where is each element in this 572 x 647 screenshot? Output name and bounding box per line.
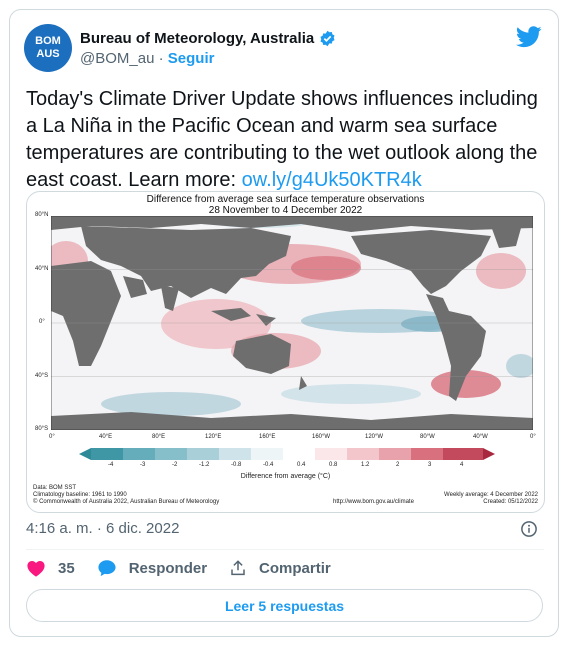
tweet-link[interactable]: ow.ly/g4Uk50KTR4k (241, 169, 422, 191)
lon-label: 0° (530, 434, 536, 440)
heart-icon (27, 560, 45, 577)
info-icon[interactable] (520, 520, 538, 538)
lat-label: 80°S (35, 426, 49, 432)
lon-label: 40°W (473, 434, 488, 440)
colorbar-tick: -4 (108, 462, 114, 468)
colorbar (79, 448, 495, 460)
tweet-actions: 35 Responder Compartir (26, 559, 331, 577)
colorbar-tick: 4 (460, 462, 464, 468)
land-masses (51, 216, 533, 430)
tweet-text: Today's Climate Driver Update shows infl… (26, 86, 546, 194)
divider (26, 549, 544, 550)
colorbar-tick: -1.2 (199, 462, 210, 468)
read-replies-button[interactable]: Leer 5 respuestas (26, 589, 543, 622)
grid-lines (51, 269, 533, 377)
data-source: Data: BOM SST (33, 485, 77, 491)
colorbar-tick: -0.4 (263, 462, 274, 468)
twitter-logo-icon[interactable] (516, 26, 542, 48)
like-button[interactable]: 35 (26, 559, 97, 577)
tweet-timestamp[interactable]: 4:16 a. m. · 6 dic. 2022 (26, 520, 180, 537)
lon-label: 120°W (365, 434, 384, 440)
reply-label: Responder (128, 559, 208, 577)
lon-label: 160°E (259, 434, 276, 440)
handle-separator: · (158, 50, 164, 67)
author-name[interactable]: Bureau of Meteorology, Australia (80, 30, 315, 47)
avatar-text-1: BOM (35, 35, 61, 47)
colorbar-tick: 2 (396, 462, 400, 468)
source-url: http://www.bom.gov.au/climate (333, 499, 414, 505)
lon-label: 40°E (99, 434, 113, 440)
lon-label: 80°E (152, 434, 166, 440)
avatar-text-2: AUS (36, 48, 60, 60)
colorbar-tick: -3 (140, 462, 146, 468)
lon-label: 80°W (420, 434, 435, 440)
share-label: Compartir (259, 559, 331, 577)
lon-label: 120°E (205, 434, 222, 440)
sst-anomaly-map (51, 216, 533, 430)
share-icon (231, 560, 245, 576)
colorbar-label: Difference from average (°C) (240, 473, 331, 480)
lat-label: 40°S (35, 373, 49, 379)
weekly-average: Weekly average: 4 December 2022 (444, 492, 538, 498)
reply-bubble-icon (98, 560, 116, 577)
verified-badge-icon (320, 30, 335, 47)
lon-label: 0° (49, 434, 55, 440)
colorbar-tick: 1.2 (361, 462, 370, 468)
avatar[interactable]: BOM AUS (24, 24, 72, 72)
colorbar-tick: 3 (428, 462, 432, 468)
follow-button[interactable]: Seguir (167, 50, 215, 67)
handle-row: @BOM_au · Seguir (80, 50, 214, 67)
read-replies-label: Leer 5 respuestas (224, 597, 345, 614)
tweet-body: Today's Climate Driver Update shows infl… (26, 88, 538, 191)
tweet-media-image[interactable]: Difference from average sea surface temp… (26, 191, 545, 513)
colorbar-tick: 0.4 (297, 462, 306, 468)
lat-label: 80°N (35, 212, 49, 218)
colorbar-tick: 0.8 (329, 462, 338, 468)
copyright: © Commonwealth of Australia 2022, Austra… (33, 499, 220, 505)
lon-label: 160°W (312, 434, 331, 440)
map-subtitle: 28 November to 4 December 2022 (208, 205, 363, 216)
lat-label: 0° (39, 319, 45, 325)
colorbar-tick: -0.8 (231, 462, 242, 468)
author-handle[interactable]: @BOM_au (80, 50, 155, 67)
colorbar-tick: -2 (172, 462, 178, 468)
created-date: Created: 05/12/2022 (483, 499, 538, 505)
reply-button[interactable]: Responder (97, 559, 207, 577)
author-name-row: Bureau of Meteorology, Australia (80, 30, 336, 47)
lat-label: 40°N (35, 266, 49, 272)
share-button[interactable]: Compartir (229, 559, 331, 577)
map-title: Difference from average sea surface temp… (146, 194, 425, 205)
climatology-baseline: Climatology baseline: 1961 to 1990 (33, 492, 127, 498)
like-count: 35 (58, 559, 75, 577)
